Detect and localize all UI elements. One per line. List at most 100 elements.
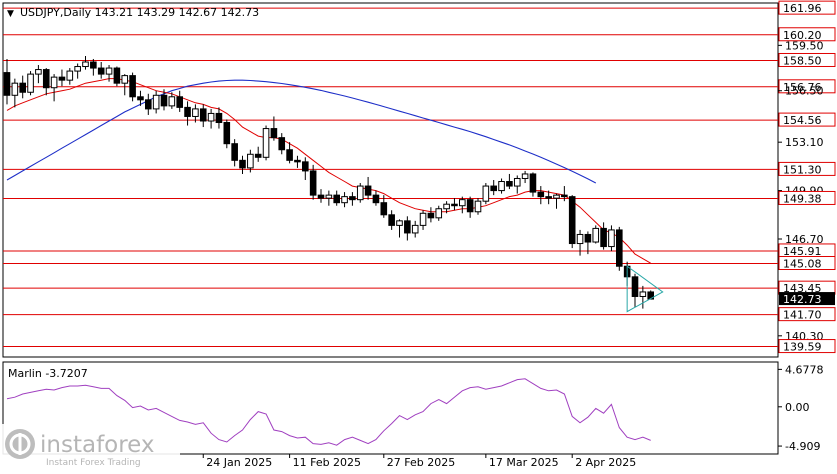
level-price-label: 158.50 bbox=[783, 54, 822, 67]
bear-candle bbox=[561, 194, 568, 198]
bear-candle bbox=[584, 233, 592, 243]
current-price-label: 142.73 bbox=[783, 293, 822, 306]
bull-candle bbox=[121, 75, 129, 84]
bear-candle bbox=[427, 212, 435, 219]
bear-candle bbox=[364, 185, 372, 196]
bear-candle bbox=[286, 149, 293, 161]
level-label-box bbox=[778, 256, 836, 271]
bear-candle bbox=[129, 75, 136, 98]
level-label-box bbox=[778, 112, 836, 127]
level-label-box bbox=[778, 339, 836, 354]
bear-candle bbox=[113, 67, 121, 84]
current-price-box bbox=[779, 292, 835, 306]
bear-candle bbox=[184, 106, 191, 117]
bull-candle bbox=[152, 94, 160, 110]
bear-candle bbox=[294, 159, 301, 163]
symbol-header: USDJPY,Daily 143.21 143.29 142.67 142.73 bbox=[20, 6, 259, 19]
bear-candle bbox=[631, 276, 639, 297]
level-label-box bbox=[778, 0, 836, 15]
level-price-label: 151.30 bbox=[783, 163, 822, 176]
bull-candle bbox=[419, 212, 427, 226]
level-label-box bbox=[778, 190, 836, 205]
level-label-box bbox=[778, 52, 836, 67]
level-price-label: 145.91 bbox=[783, 245, 822, 258]
level-lines bbox=[3, 7, 778, 348]
bear-candle bbox=[490, 185, 497, 192]
bear-candle bbox=[270, 128, 278, 139]
bull-candle bbox=[474, 200, 482, 213]
bear-candle bbox=[215, 112, 223, 124]
time-tick-label: 11 Feb 2025 bbox=[293, 456, 361, 469]
marlin-tick-label: -4.909 bbox=[785, 440, 820, 453]
marlin-path bbox=[6, 378, 651, 446]
time-axis[interactable]: 24 Jan 2025 11 Feb 2025 27 Feb 2025 17 Mar … bbox=[202, 454, 636, 469]
time-tick-label: 17 Mar 2025 bbox=[489, 456, 559, 469]
candles bbox=[3, 55, 655, 309]
bear-candle bbox=[380, 202, 388, 216]
time-tick-label: 27 Feb 2025 bbox=[387, 456, 455, 469]
logo-tagline: Instant Forex Trading bbox=[46, 458, 141, 468]
bear-candle bbox=[199, 108, 207, 122]
bear-candle bbox=[58, 76, 66, 81]
marlin-line bbox=[6, 378, 651, 446]
bear-candle bbox=[97, 67, 105, 75]
marlin-axis[interactable]: 4.6778 0.00 -4.909 bbox=[778, 363, 824, 453]
bull-candle bbox=[82, 61, 89, 68]
level-label-box bbox=[778, 79, 836, 94]
bear-candle bbox=[545, 196, 552, 199]
bear-candle bbox=[537, 191, 545, 198]
level-price-label: 154.56 bbox=[783, 114, 822, 127]
level-price-label: 161.96 bbox=[783, 2, 822, 15]
level-label-box bbox=[778, 27, 836, 42]
price-tick-label: 146.70 bbox=[785, 233, 824, 246]
bear-candle bbox=[19, 82, 26, 93]
bear-candle bbox=[349, 196, 356, 201]
bear-candle bbox=[254, 153, 262, 158]
bear-candle bbox=[231, 143, 238, 161]
level-price-label: 149.38 bbox=[783, 192, 822, 205]
bear-candle bbox=[451, 203, 458, 207]
bull-candle bbox=[521, 173, 529, 179]
bull-candle bbox=[50, 76, 58, 89]
bull-candle bbox=[411, 224, 419, 234]
bear-candle bbox=[137, 96, 144, 101]
bull-candle bbox=[482, 185, 490, 202]
bull-candle bbox=[66, 70, 74, 81]
bull-candle bbox=[435, 208, 443, 219]
bull-candle bbox=[35, 69, 42, 75]
level-price-label: 143.45 bbox=[783, 282, 822, 295]
bear-candle bbox=[145, 99, 152, 110]
level-price-label: 139.59 bbox=[783, 341, 822, 354]
level-label-box bbox=[778, 307, 836, 322]
marlin-tick-label: 4.6778 bbox=[785, 363, 824, 376]
bull-candle bbox=[74, 66, 81, 72]
price-tick-label: 153.10 bbox=[785, 136, 824, 149]
bull-candle bbox=[513, 177, 521, 187]
bull-candle bbox=[192, 108, 199, 117]
bull-candle bbox=[592, 227, 600, 243]
bull-candle bbox=[105, 67, 113, 75]
bull-candle bbox=[443, 203, 450, 210]
bull-candle bbox=[608, 229, 615, 248]
bear-candle bbox=[3, 72, 11, 96]
triangle-pattern bbox=[626, 265, 664, 313]
level-label-box bbox=[778, 161, 836, 176]
price-tick-label: 159.50 bbox=[785, 39, 824, 52]
blue-ma-path bbox=[6, 79, 597, 184]
level-price-label: 156.76 bbox=[783, 81, 822, 94]
main-panel bbox=[2, 2, 779, 358]
bear-candle bbox=[239, 159, 246, 169]
bear-candle bbox=[176, 96, 183, 108]
bear-candle bbox=[302, 161, 309, 172]
bear-candle bbox=[333, 194, 340, 204]
bear-candle bbox=[568, 196, 576, 245]
collapse-arrow-icon[interactable]: ▼ bbox=[7, 9, 14, 19]
time-tick-label: 2 Apr 2025 bbox=[575, 456, 636, 469]
marlin-title: Marlin -3.7207 bbox=[8, 367, 88, 380]
bull-candle bbox=[247, 153, 254, 169]
bear-candle bbox=[278, 137, 286, 151]
bull-candle bbox=[168, 96, 176, 107]
